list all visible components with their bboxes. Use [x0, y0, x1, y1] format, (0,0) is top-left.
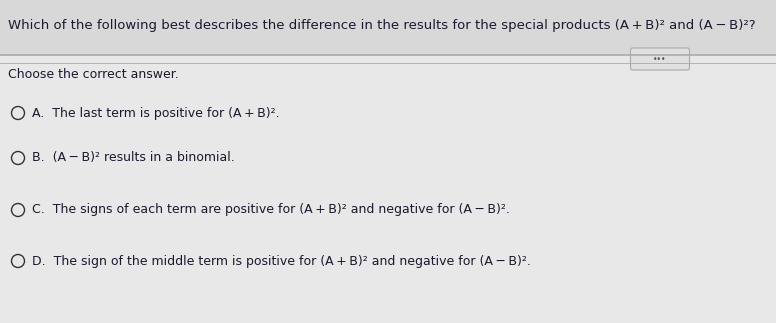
Text: C.  The signs of each term are positive for (A + B)² and negative for (A − B)².: C. The signs of each term are positive f… — [32, 203, 510, 216]
Bar — [0, 55, 776, 323]
Text: B.  (A − B)² results in a binomial.: B. (A − B)² results in a binomial. — [32, 151, 235, 164]
Text: Which of the following best describes the difference in the results for the spec: Which of the following best describes th… — [8, 19, 756, 32]
Text: A.  The last term is positive for (A + B)².: A. The last term is positive for (A + B)… — [32, 107, 279, 120]
FancyBboxPatch shape — [630, 48, 690, 70]
Text: •••: ••• — [653, 55, 667, 64]
Text: Choose the correct answer.: Choose the correct answer. — [8, 68, 178, 81]
Text: D.  The sign of the middle term is positive for (A + B)² and negative for (A − B: D. The sign of the middle term is positi… — [32, 255, 531, 267]
Bar — [0, 0, 776, 55]
